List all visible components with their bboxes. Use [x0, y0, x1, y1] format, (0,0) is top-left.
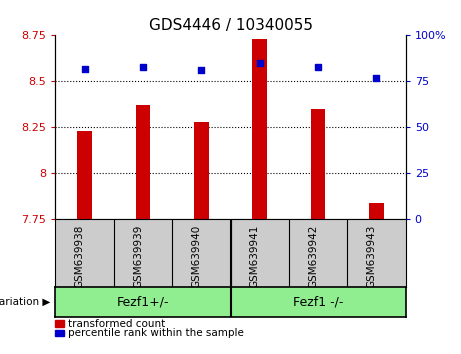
Bar [369, 203, 384, 219]
Text: genotype/variation ▶: genotype/variation ▶ [0, 297, 51, 307]
Point [198, 68, 205, 73]
Point [81, 66, 88, 72]
Text: Fezf1+/-: Fezf1+/- [117, 295, 169, 308]
Text: GSM639939: GSM639939 [133, 225, 143, 288]
Text: GSM639942: GSM639942 [308, 225, 318, 288]
Bar [311, 109, 325, 219]
Bar [136, 105, 150, 219]
Text: GSM639940: GSM639940 [191, 225, 201, 288]
Bar [253, 39, 267, 219]
Text: GSM639938: GSM639938 [75, 225, 84, 288]
Text: GSM639943: GSM639943 [366, 225, 377, 288]
Bar [77, 131, 92, 219]
Point [373, 75, 380, 81]
Text: GSM639941: GSM639941 [250, 225, 260, 288]
Point [139, 64, 147, 69]
Text: transformed count: transformed count [68, 319, 165, 329]
Point [314, 64, 322, 69]
Bar [194, 122, 208, 219]
Title: GDS4446 / 10340055: GDS4446 / 10340055 [148, 18, 313, 33]
Text: Fezf1 -/-: Fezf1 -/- [293, 295, 343, 308]
Text: percentile rank within the sample: percentile rank within the sample [68, 328, 244, 338]
Point [256, 60, 263, 66]
